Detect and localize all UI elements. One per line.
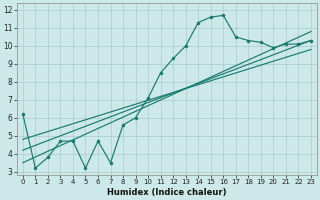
X-axis label: Humidex (Indice chaleur): Humidex (Indice chaleur) bbox=[107, 188, 227, 197]
